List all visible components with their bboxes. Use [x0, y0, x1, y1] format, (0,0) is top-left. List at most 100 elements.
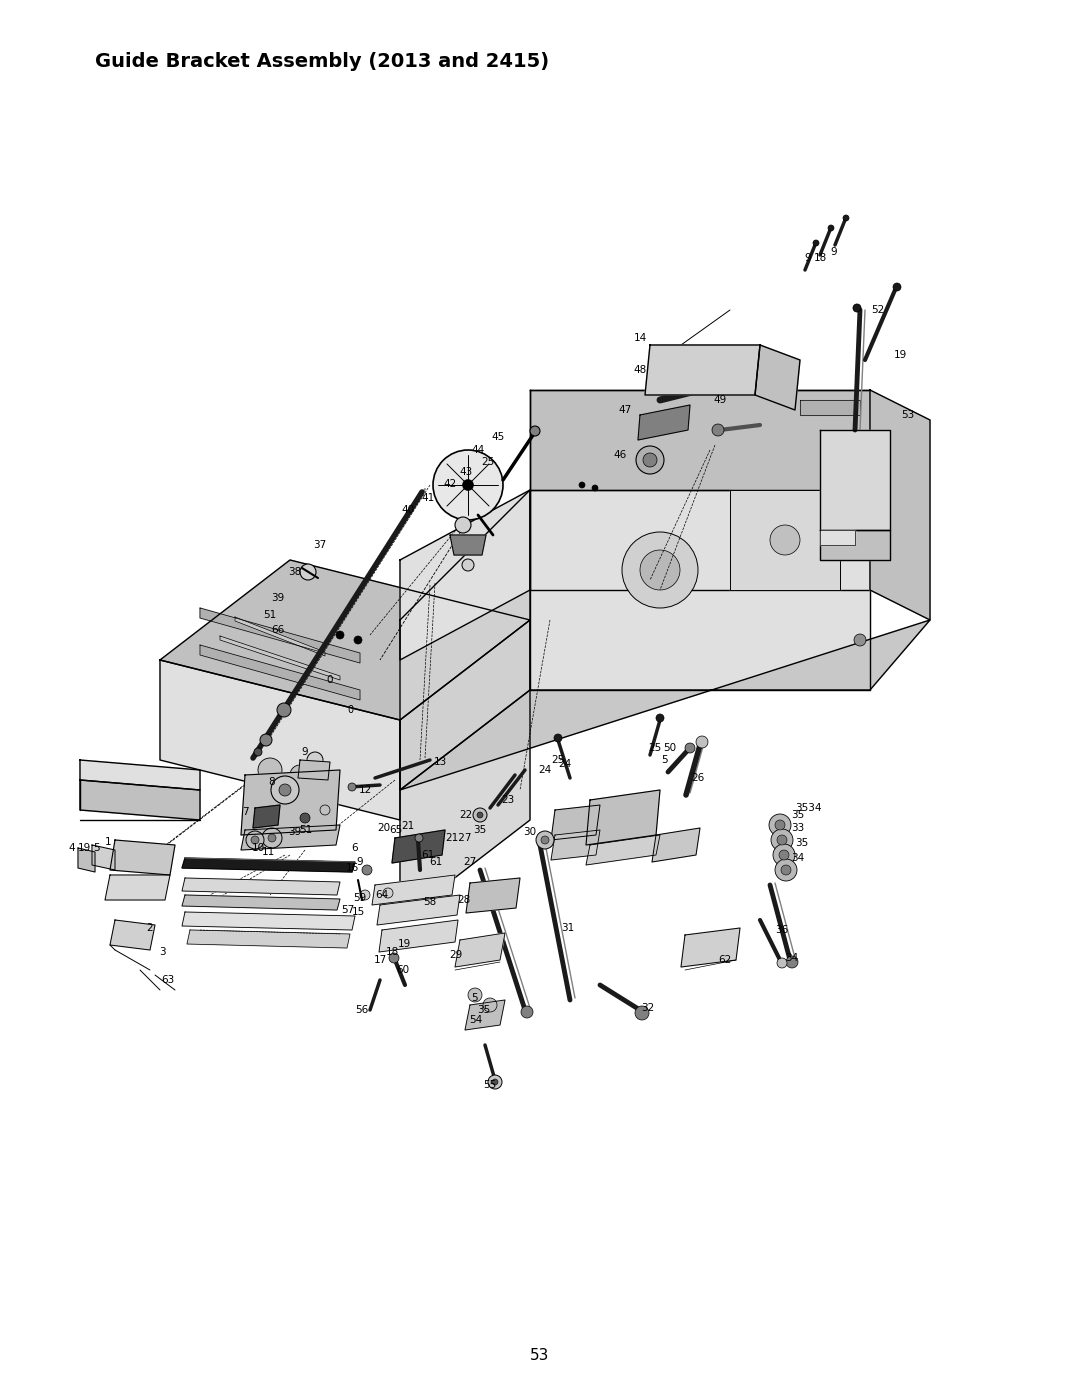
- Circle shape: [781, 865, 791, 875]
- Circle shape: [462, 479, 473, 490]
- Text: 50: 50: [663, 743, 676, 753]
- Text: 6: 6: [352, 842, 359, 854]
- Polygon shape: [110, 921, 156, 950]
- Circle shape: [579, 482, 585, 488]
- Text: 62: 62: [718, 956, 731, 965]
- Polygon shape: [241, 826, 340, 849]
- Circle shape: [383, 888, 393, 898]
- Text: 66: 66: [271, 624, 285, 636]
- Text: 3: 3: [159, 947, 165, 957]
- Polygon shape: [200, 645, 360, 700]
- Text: 40: 40: [402, 504, 415, 515]
- Circle shape: [853, 305, 861, 312]
- Polygon shape: [80, 760, 200, 789]
- Text: 17: 17: [374, 956, 387, 965]
- Text: 30: 30: [524, 827, 537, 837]
- Circle shape: [777, 958, 787, 968]
- Text: 0: 0: [327, 675, 334, 685]
- Text: 35: 35: [792, 810, 805, 820]
- Polygon shape: [183, 858, 355, 872]
- Text: 28: 28: [457, 895, 471, 905]
- Text: 39: 39: [271, 592, 285, 604]
- Polygon shape: [870, 390, 930, 620]
- Text: 39: 39: [288, 827, 301, 837]
- Circle shape: [769, 814, 791, 835]
- Text: 45: 45: [491, 432, 504, 441]
- Polygon shape: [377, 895, 460, 925]
- Text: 61: 61: [421, 849, 434, 861]
- Polygon shape: [400, 490, 530, 659]
- Polygon shape: [820, 430, 890, 529]
- Text: 4: 4: [69, 842, 76, 854]
- Text: 36: 36: [775, 925, 788, 935]
- Text: 25: 25: [552, 754, 565, 766]
- Circle shape: [254, 747, 262, 756]
- Text: 42: 42: [444, 479, 457, 489]
- Polygon shape: [530, 390, 870, 490]
- Text: 48: 48: [633, 365, 647, 374]
- Polygon shape: [530, 390, 870, 590]
- Text: 9: 9: [301, 747, 308, 757]
- Polygon shape: [638, 405, 690, 440]
- Circle shape: [843, 215, 849, 221]
- Polygon shape: [78, 848, 95, 872]
- Polygon shape: [530, 490, 870, 690]
- Text: 18: 18: [813, 253, 826, 263]
- Text: 8: 8: [269, 777, 275, 787]
- Circle shape: [307, 752, 323, 768]
- Circle shape: [483, 997, 497, 1011]
- Text: 9: 9: [831, 247, 837, 257]
- Circle shape: [530, 426, 540, 436]
- Polygon shape: [160, 560, 530, 719]
- Text: 23: 23: [501, 795, 515, 805]
- Text: 59: 59: [353, 893, 366, 902]
- Circle shape: [775, 859, 797, 882]
- Text: 18: 18: [386, 947, 399, 957]
- Polygon shape: [160, 659, 400, 820]
- Text: 9: 9: [805, 253, 811, 263]
- Circle shape: [773, 844, 795, 866]
- Circle shape: [771, 828, 793, 851]
- Text: 43: 43: [459, 467, 473, 476]
- Text: 41: 41: [421, 493, 434, 503]
- Text: 0: 0: [347, 705, 353, 715]
- Text: 53: 53: [902, 409, 915, 420]
- Text: 60: 60: [396, 965, 409, 975]
- Text: 32: 32: [642, 1003, 654, 1013]
- Circle shape: [492, 1078, 498, 1085]
- Circle shape: [777, 835, 787, 845]
- Polygon shape: [379, 921, 458, 951]
- Circle shape: [468, 988, 482, 1002]
- Polygon shape: [820, 529, 890, 560]
- Circle shape: [786, 956, 798, 968]
- Text: 51: 51: [264, 610, 276, 620]
- Circle shape: [712, 425, 724, 436]
- Circle shape: [433, 450, 503, 520]
- Circle shape: [685, 743, 696, 753]
- Polygon shape: [465, 1000, 505, 1030]
- Polygon shape: [80, 780, 200, 820]
- Text: 53: 53: [530, 1348, 550, 1362]
- Text: 56: 56: [355, 1004, 368, 1016]
- Circle shape: [643, 453, 657, 467]
- Text: 3534: 3534: [795, 803, 821, 813]
- Polygon shape: [183, 912, 355, 930]
- Polygon shape: [241, 770, 340, 835]
- Text: 34: 34: [792, 854, 805, 863]
- Polygon shape: [586, 835, 660, 865]
- Circle shape: [696, 736, 708, 747]
- Text: 21: 21: [402, 821, 415, 831]
- Circle shape: [854, 634, 866, 645]
- Circle shape: [521, 1006, 534, 1018]
- Circle shape: [636, 446, 664, 474]
- Circle shape: [258, 759, 282, 782]
- Polygon shape: [755, 345, 800, 409]
- Text: 11: 11: [261, 847, 274, 856]
- Circle shape: [354, 636, 362, 644]
- Text: 7: 7: [242, 807, 248, 817]
- Circle shape: [770, 525, 800, 555]
- Polygon shape: [372, 875, 455, 905]
- Circle shape: [635, 1006, 649, 1020]
- Polygon shape: [400, 620, 530, 921]
- Polygon shape: [820, 529, 855, 545]
